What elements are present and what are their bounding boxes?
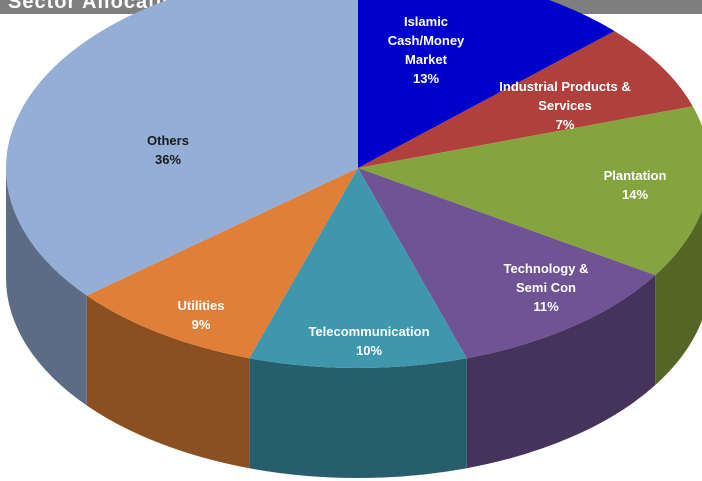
pie-slice-islamic-cash-money-market [358, 0, 615, 168]
pie-slice-telecommunication [249, 168, 467, 369]
pie-label-layer: Islamic Cash/Money Market 13% Industrial Pro… [147, 14, 666, 358]
pie-depth-layer [5, 168, 702, 478]
pie-side-others [5, 168, 87, 406]
pie-slice-industrial-products-services [358, 31, 693, 169]
slice-label-others: Others 36% [147, 133, 189, 167]
slice-label-industrial-products-services: Industrial Products & Services 7% [499, 79, 630, 132]
slice-label-plantation: Plantation 14% [604, 168, 667, 202]
slice-label-technology-semi-con: Technology & Semi Con 11% [504, 261, 589, 314]
pie-slice-technology-semi-con [358, 168, 656, 359]
slice-label-islamic-cash-money-market: Islamic Cash/Money Market 13% [388, 14, 465, 86]
slice-label-utilities: Utilities 9% [178, 298, 225, 332]
pie-side-utilities [86, 295, 250, 469]
pie-side-plantation [655, 210, 702, 386]
pie-side-telecommunication [249, 358, 467, 478]
slice-label-telecommunication: Telecommunication 10% [308, 324, 429, 358]
pie-side-technology-semi-con [466, 275, 656, 469]
pie-slice-others [6, 0, 358, 296]
pie-slice-plantation [358, 106, 702, 276]
pie-slice-utilities [86, 168, 359, 359]
pie-top-layer [6, 0, 702, 369]
